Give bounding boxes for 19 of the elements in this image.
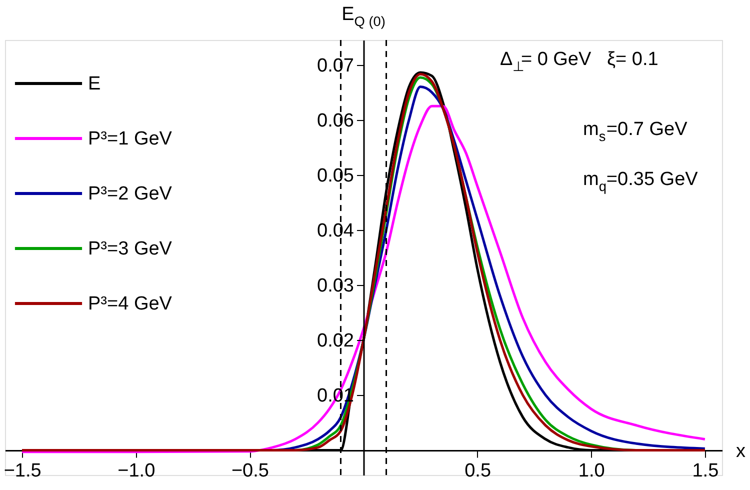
x-axis-title: x: [736, 441, 746, 462]
legend-label: E: [88, 74, 101, 94]
x-tick-label: −1.5: [4, 460, 42, 482]
y-tick-label: 0.07: [317, 55, 354, 76]
x-tick-label: 1.5: [692, 460, 719, 482]
x-tick-label: −1.0: [118, 460, 156, 482]
y-tick-label: 0.05: [317, 165, 354, 186]
y-tick-label: 0.04: [317, 220, 354, 242]
y-tick-label: 0.03: [317, 276, 354, 297]
legend-label: P³=3 GeV: [88, 238, 172, 260]
legend-label: P³=2 GeV: [88, 184, 172, 204]
legend-label: P³=1 GeV: [88, 128, 172, 150]
legend-label: P³=4 GeV: [88, 294, 172, 314]
x-tick-label: −0.5: [231, 460, 269, 482]
y-tick-label: 0.06: [317, 110, 354, 132]
x-tick-label: 1.0: [578, 460, 605, 482]
y-tick-label: 0.02: [317, 330, 354, 352]
x-tick-label: 0.5: [464, 460, 492, 482]
annotation: Δ⊥= 0 GeV ξ= 0.1: [500, 49, 658, 74]
